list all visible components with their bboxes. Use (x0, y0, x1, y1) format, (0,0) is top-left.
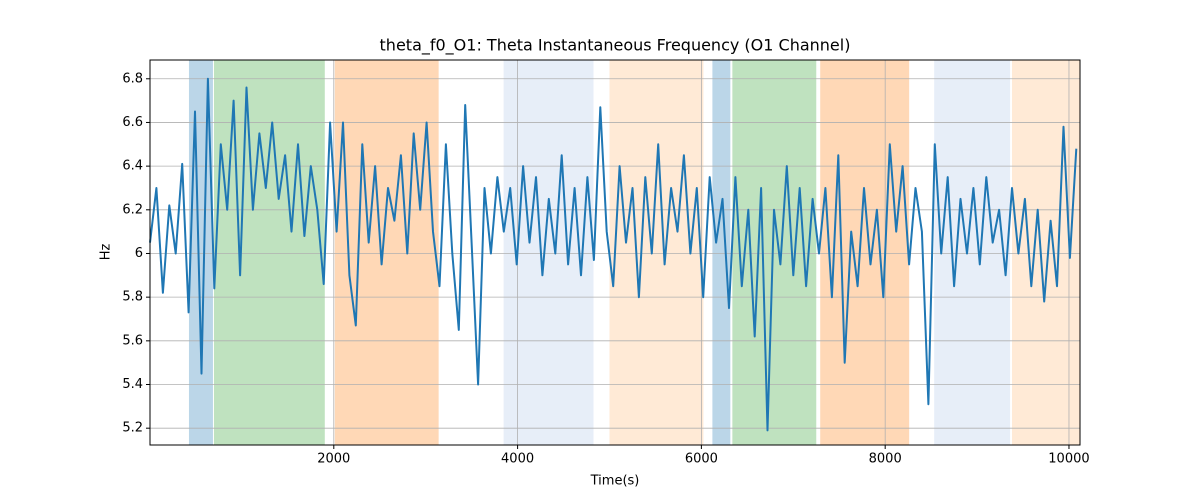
shaded-span (334, 60, 439, 445)
y-tick-label: 6 (135, 246, 143, 261)
y-tick-label: 6.4 (122, 159, 143, 174)
x-tick-label: 10000 (1048, 452, 1089, 467)
chart-title: theta_f0_O1: Theta Instantaneous Frequen… (380, 36, 851, 56)
shaded-span (732, 60, 817, 445)
shaded-span (934, 60, 1011, 445)
y-tick-label: 5.4 (122, 377, 143, 392)
shaded-span (712, 60, 731, 445)
data-line (149, 77, 1078, 432)
y-tick-label: 6.2 (122, 202, 143, 217)
shaded-span (609, 60, 704, 445)
x-tick-label: 6000 (685, 452, 718, 467)
y-tick-label: 5.6 (122, 333, 143, 348)
axes-frame (149, 59, 1081, 446)
shaded-span (820, 60, 910, 445)
y-tick-label: 6.8 (122, 71, 143, 86)
y-tick-label: 5.2 (122, 421, 143, 436)
x-tick-label: 2000 (317, 452, 350, 467)
y-tick-label: 6.6 (122, 115, 143, 130)
y-axis-label: Hz (99, 244, 114, 261)
x-tick-label: 4000 (501, 452, 534, 467)
y-tick-label: 5.8 (122, 290, 143, 305)
x-tick-label: 8000 (869, 452, 902, 467)
x-axis-label: Time(s) (590, 474, 640, 489)
shaded-span (213, 60, 325, 445)
